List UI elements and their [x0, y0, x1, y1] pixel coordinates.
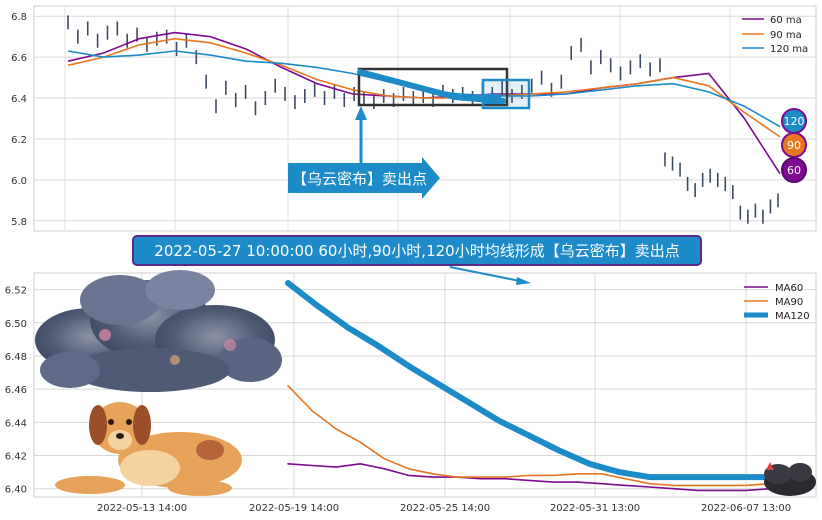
dog-icon: [55, 402, 242, 496]
legend-label-ma90: MA90: [775, 297, 803, 308]
top-y-ticks: 5.8 6.0 6.2 6.4 6.6 6.8: [11, 12, 27, 228]
bottom-y-tick-label: 6.46: [5, 385, 27, 396]
bottom-x-tick-label: 2022-05-31 13:00: [550, 503, 640, 514]
banner-pointer-head: [516, 277, 531, 285]
bottom-y-ticks: 6.40 6.42 6.44 6.46 6.48 6.50 6.52: [5, 286, 27, 496]
top-y-tick-label: 6.4: [11, 94, 27, 105]
pattern-box: [357, 67, 509, 107]
badge-60: [781, 157, 807, 183]
bottom-ma-line: [287, 384, 771, 487]
bottom-x-tick-label: 2022-05-13 14:00: [97, 503, 187, 514]
bottom-x-tick-label: 2022-06-07 13:00: [701, 503, 791, 514]
top-grid: [34, 6, 816, 231]
top-y-tick-label: 6.2: [11, 135, 27, 146]
up-arrow-head: [355, 106, 367, 120]
signal-banner: [132, 235, 702, 266]
legend-label-60: 60 ma: [770, 15, 802, 26]
bottom-ma-line: [285, 280, 773, 481]
top-legend: 60 ma 90 ma 120 ma: [742, 15, 808, 55]
annotation-arrow: [288, 157, 440, 199]
badge-90-label: 90: [787, 139, 801, 152]
badge-120-label: 120: [784, 115, 805, 128]
legend-label-ma120: MA120: [775, 311, 810, 322]
bottom-y-tick-label: 6.40: [5, 485, 27, 496]
bottom-legend: MA60 MA90 MA120: [744, 283, 810, 322]
legend-label-120: 120 ma: [770, 44, 808, 55]
bottom-y-tick-label: 6.42: [5, 452, 27, 463]
annotation-label: 【乌云密布】卖出点: [292, 170, 427, 188]
bottom-y-tick-label: 6.52: [5, 286, 27, 297]
price-bars: [67, 15, 779, 224]
ma-badges: 120 90 60: [781, 108, 807, 183]
bottom-x-tick-label: 2022-05-19 14:00: [249, 503, 339, 514]
bottom-x-tick-label: 2022-05-25 14:00: [400, 503, 490, 514]
storm-cloud-icon: [35, 270, 282, 392]
top-y-tick-label: 6.8: [11, 12, 27, 23]
bottom-ma-line: [287, 462, 771, 492]
bottom-ma-lines: [285, 280, 773, 492]
legend-label-90: 90 ma: [770, 30, 802, 41]
top-ma-line: [67, 37, 781, 138]
legend-label-ma60: MA60: [775, 283, 803, 294]
top-y-tick-label: 5.8: [11, 217, 27, 228]
signal-banner-text: 2022-05-27 10:00:00 60小时,90小时,120小时均线形成【…: [154, 242, 679, 260]
top-panel-frame: [33, 5, 817, 232]
bottom-y-tick-label: 6.48: [5, 352, 27, 363]
bottom-y-tick-label: 6.44: [5, 418, 27, 429]
trend-arrow-head: [483, 94, 501, 104]
top-y-tick-label: 6.6: [11, 53, 27, 64]
badge-60-label: 60: [787, 164, 801, 177]
bottom-x-ticks: 2022-05-13 14:00 2022-05-19 14:00 2022-05-…: [97, 503, 791, 514]
banner-pointer-line: [449, 266, 521, 282]
small-storm-cloud-icon: [764, 462, 816, 496]
bottom-y-tick-label: 6.50: [5, 319, 27, 330]
top-y-tick-label: 6.0: [11, 176, 27, 187]
